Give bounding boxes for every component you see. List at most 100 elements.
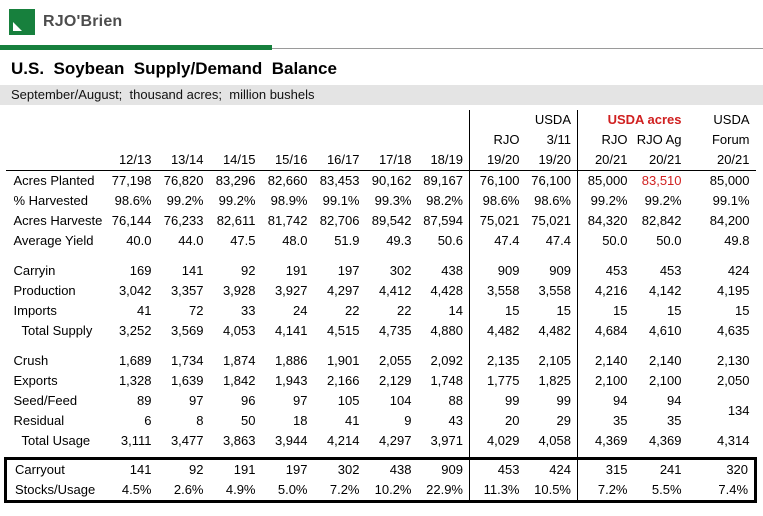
header-cell [418,110,470,130]
spacer-cell [469,251,526,261]
value-cell: 3,252 [118,323,152,338]
header-year: 13/14 [157,150,210,171]
value-cell: 81,742 [267,213,308,228]
header-year: 20/21 [687,150,756,171]
value-cell: 3,558 [469,281,526,301]
value-cell: 4,214 [326,433,360,448]
value-cell: 909 [469,261,526,281]
value-cell: 22.9% [417,480,470,503]
header-year: 16/17 [313,150,366,171]
value-cell: 1,639 [170,373,204,388]
value-cell: 2,105 [538,353,571,368]
value-cell: 98.9% [270,193,308,208]
value-cell: 4,195 [716,283,750,298]
value-cell: 3,863 [222,433,256,448]
header-cell [210,110,262,130]
row-label: Acres Planted [13,173,95,188]
value-cell: 3,927 [274,283,308,298]
value-cell: 48.0 [282,233,308,248]
value-cell: 2,140 [577,351,634,371]
value-cell: 2,166 [326,373,360,388]
value-cell: 22 [397,303,412,318]
value-cell: 89,542 [371,213,412,228]
value-cell: 3,971 [430,433,463,448]
value-cell: 8 [196,413,204,428]
value-cell: 2,092 [430,353,463,368]
value-cell: 89 [137,393,152,408]
header-cell [106,130,158,150]
row-label: Carryin [13,263,56,278]
table-body: Acres Planted 77,198 76,820 83,296 82,660 83,… [4,170,758,503]
value-cell: 20 [469,411,526,431]
value-cell: 1,874 [222,353,256,368]
value-cell: 76,100 [469,170,526,191]
value-cell: 302 [313,457,366,480]
value-cell: 2,055 [378,353,412,368]
value-cell: 3,477 [170,433,204,448]
header-year: 20/21 [633,150,688,171]
value-cell: 104 [389,393,412,408]
value-cell: 4,058 [538,433,571,448]
value-cell: 76,100 [531,173,571,188]
spacer-cell [210,451,262,459]
value-cell: 94 [577,391,634,411]
spacer-cell [577,341,634,351]
value-cell: 2.6% [157,480,210,503]
spacer-cell [634,451,688,459]
value-cell: 50.6 [437,233,463,248]
value-cell: 99.2% [644,193,682,208]
value-cell: 453 [469,457,526,480]
value-cell: 99.2% [218,193,256,208]
value-cell: 98.6% [114,193,152,208]
header-year: 19/20 [525,150,578,171]
value-cell: 50.0 [656,233,682,248]
value-cell: 1,943 [274,373,308,388]
value-cell: 84,320 [577,211,634,231]
header-cell [366,130,418,150]
header-cell [158,130,210,150]
table-row: Acres Harveste 76,144 76,233 82,611 81,742 82… [6,211,756,231]
value-cell: 83,453 [319,173,360,188]
value-cell: 424 [525,457,578,480]
row-label: Average Yield [13,233,94,248]
value-cell: 47.4 [469,231,526,251]
header-usda-right: USDA [713,112,750,127]
value-cell: 141 [181,263,204,278]
value-cell: 35 [577,411,634,431]
rjobrien-logo-icon [9,9,35,35]
value-cell: 169 [129,263,152,278]
value-cell: 4.9% [209,480,262,503]
spacer-row [6,451,756,459]
row-label: Seed/Feed [13,393,78,408]
row-label: Imports [13,303,57,318]
value-cell: 99.2% [166,193,204,208]
value-cell: 72 [189,303,204,318]
header-year: 20/21 [577,150,634,171]
value-cell: 89,167 [423,173,463,188]
value-cell: 50 [241,413,256,428]
spacer-cell [688,251,756,261]
spacer-cell [688,341,756,351]
value-cell: 10.2% [365,480,418,503]
value-cell: 315 [577,457,634,480]
value-cell: 4,482 [469,321,526,341]
spacer-cell [688,451,756,459]
value-cell: 9 [404,413,412,428]
value-cell: 15 [577,301,634,321]
value-cell: 4,880 [430,323,463,338]
table-row: Stocks/Usage 4.5% 2.6% 4.9% 5.0% 7.2% 10.2% 22.… [4,480,758,503]
value-cell: 87,594 [423,213,463,228]
value-cell: 33 [241,303,256,318]
spacer-cell [106,251,158,261]
value-cell: 41 [137,303,152,318]
value-cell: 99.2% [577,191,634,211]
value-cell: 76,820 [163,173,204,188]
header-forecaster: RJO Ag [636,132,682,147]
value-cell: 75,021 [469,211,526,231]
value-cell: 1,734 [170,353,204,368]
value-cell: 90,162 [371,173,412,188]
value-cell: 1,886 [274,353,308,368]
value-cell: 3,569 [170,323,204,338]
value-cell: 4,412 [378,283,412,298]
value-cell: 4,369 [577,431,634,451]
